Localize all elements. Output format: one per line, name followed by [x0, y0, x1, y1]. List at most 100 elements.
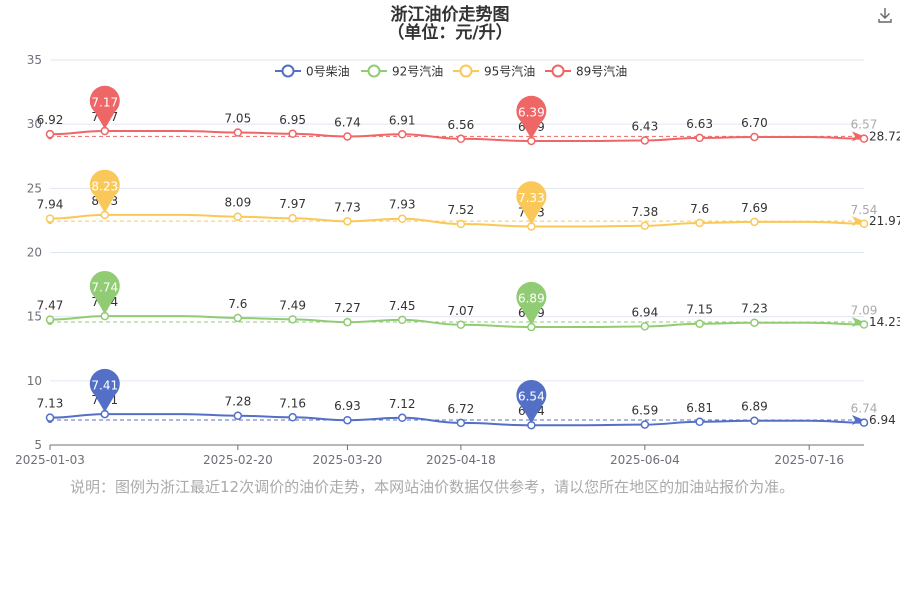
data-label: 7.23 [741, 302, 768, 316]
legend-item[interactable]: 95号汽油 [453, 64, 535, 79]
y-tick-label: 10 [27, 374, 42, 388]
data-point[interactable] [456, 219, 466, 229]
download-icon[interactable] [875, 4, 895, 24]
data-point[interactable] [343, 415, 352, 425]
data-point[interactable] [343, 132, 352, 141]
data-point[interactable] [288, 213, 297, 223]
average-value-label: 6.94 [869, 413, 896, 427]
data-point[interactable] [750, 132, 759, 142]
legend-symbol [281, 64, 295, 78]
data-point[interactable] [859, 219, 869, 229]
average-value-label: 21.97 [869, 214, 900, 228]
data-point[interactable] [456, 134, 466, 144]
marker-pin [89, 368, 120, 413]
data-label: 7.6 [228, 297, 247, 311]
grid [50, 59, 864, 382]
average-value-label: 14.23 [869, 315, 900, 329]
data-label: 6.95 [279, 113, 306, 127]
data-point[interactable] [233, 411, 243, 420]
data-point[interactable] [640, 221, 650, 231]
data-point[interactable] [859, 418, 869, 427]
data-point[interactable] [45, 214, 55, 223]
legend-symbol [551, 64, 565, 78]
data-point[interactable] [397, 214, 407, 223]
data-label: 6.92 [37, 113, 64, 127]
data-label: 7.13 [37, 397, 64, 411]
data-point[interactable] [397, 413, 407, 423]
marker-pin [516, 281, 547, 326]
data-label: 6.89 [741, 400, 768, 414]
data-point[interactable] [456, 418, 466, 428]
data-point[interactable] [45, 129, 55, 139]
data-label: 6.57 [851, 118, 878, 132]
legend-item[interactable]: 89号汽油 [545, 64, 627, 79]
data-point[interactable] [45, 413, 55, 422]
y-tick-label: 15 [27, 310, 42, 324]
data-point[interactable] [397, 130, 407, 139]
data-point[interactable] [750, 416, 759, 425]
y-tick-label: 30 [27, 117, 42, 131]
data-point[interactable] [397, 315, 407, 325]
data-point[interactable] [343, 217, 352, 226]
data-point[interactable] [456, 320, 466, 330]
data-label: 6.72 [448, 402, 475, 416]
data-label: 7.16 [279, 396, 306, 410]
x-tick-label: 2025-03-20 [313, 453, 383, 467]
data-point[interactable] [695, 218, 704, 228]
data-point[interactable] [640, 136, 650, 145]
data-label: 8.09 [224, 196, 251, 210]
data-label: 7.6 [690, 202, 709, 216]
data-label: 7.09 [851, 303, 878, 317]
marker-pin-label: 6.39 [518, 105, 545, 119]
data-point[interactable] [343, 317, 352, 327]
data-point[interactable] [640, 420, 650, 429]
x-tick-label: 2025-01-03 [15, 453, 85, 467]
y-tick-label: 35 [27, 53, 42, 67]
data-label: 6.74 [334, 115, 361, 129]
data-point[interactable] [233, 313, 243, 323]
marker-pin [516, 380, 547, 424]
data-point[interactable] [695, 417, 704, 427]
series-89号汽油: 28.72 6.92 7.17 7.05 6.95 6.74 6.91 6.56 6.39 6.4… [37, 85, 900, 146]
data-point[interactable] [233, 212, 243, 221]
data-label: 6.43 [631, 119, 658, 133]
data-point[interactable] [750, 318, 759, 327]
data-point[interactable] [288, 413, 297, 422]
data-label: 7.97 [279, 197, 306, 211]
series-95号汽油: 21.97 7.94 8.23 8.09 7.97 7.73 7.93 7.52 7.33 7.3… [37, 169, 900, 231]
data-point[interactable] [859, 320, 869, 329]
data-point[interactable] [45, 315, 55, 324]
legend-symbol [459, 64, 473, 78]
legend-item[interactable]: 0号柴油 [275, 64, 350, 79]
data-point[interactable] [233, 128, 243, 137]
data-label: 6.94 [631, 305, 658, 319]
data-point[interactable] [750, 217, 759, 227]
legend-label: 0号柴油 [306, 65, 350, 79]
average-value-label: 28.72 [869, 129, 900, 143]
data-point[interactable] [859, 134, 869, 143]
x-tick-label: 2025-02-20 [203, 453, 273, 467]
data-label: 6.63 [686, 117, 713, 131]
data-point[interactable] [695, 319, 704, 328]
data-label: 7.12 [389, 397, 416, 411]
data-label: 6.93 [334, 399, 361, 413]
marker-pin [89, 169, 120, 213]
series-0号柴油: 6.94 7.13 7.41 7.28 7.16 6.93 7.12 6.72 6.54 6.59… [37, 368, 896, 430]
legend-label: 92号汽油 [392, 64, 443, 79]
marker-pin-label: 7.74 [91, 281, 118, 295]
data-point[interactable] [640, 322, 650, 331]
data-point[interactable] [288, 129, 297, 139]
marker-pin [89, 270, 120, 315]
data-point[interactable] [695, 133, 704, 143]
chart-subtitle: （单位：元/升） [387, 22, 512, 43]
marker-pin [516, 95, 547, 139]
x-tick-label: 2025-07-16 [774, 453, 844, 467]
data-label: 7.73 [334, 200, 361, 214]
legend-item[interactable]: 92号汽油 [361, 64, 443, 79]
data-label: 7.05 [224, 112, 251, 126]
legend[interactable]: 0号柴油 92号汽油 95号汽油 89号汽油 [275, 64, 627, 79]
data-label: 7.27 [334, 301, 361, 315]
data-point[interactable] [288, 315, 297, 324]
chart-title: 浙江油价走势图 [391, 4, 510, 25]
data-label: 7.47 [37, 299, 64, 313]
